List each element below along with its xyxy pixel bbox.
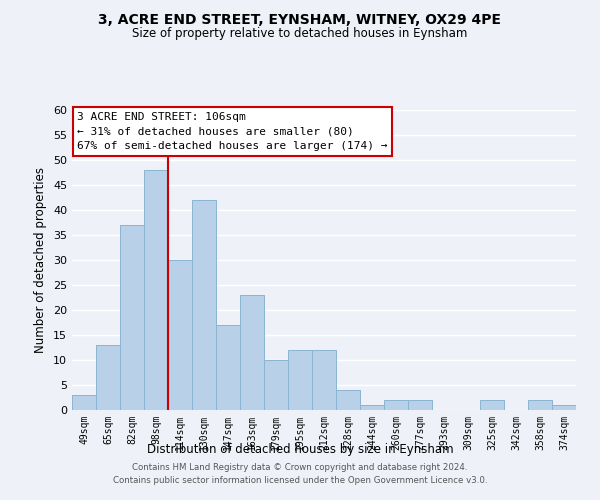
Bar [96,345,120,410]
Y-axis label: Number of detached properties: Number of detached properties [34,167,47,353]
Bar [240,295,264,410]
Bar [408,400,432,410]
Text: Size of property relative to detached houses in Eynsham: Size of property relative to detached ho… [133,28,467,40]
Text: 3, ACRE END STREET, EYNSHAM, WITNEY, OX29 4PE: 3, ACRE END STREET, EYNSHAM, WITNEY, OX2… [98,12,502,26]
Bar [336,390,360,410]
Bar [552,405,576,410]
Bar [216,325,240,410]
Bar [528,400,552,410]
Text: Distribution of detached houses by size in Eynsham: Distribution of detached houses by size … [146,442,454,456]
Bar [480,400,504,410]
Bar [360,405,384,410]
Bar [312,350,336,410]
Bar [288,350,312,410]
Bar [264,360,288,410]
Bar [384,400,408,410]
Text: Contains HM Land Registry data © Crown copyright and database right 2024.
Contai: Contains HM Land Registry data © Crown c… [113,464,487,485]
Bar [168,260,192,410]
Bar [120,225,144,410]
Bar [72,395,96,410]
Text: 3 ACRE END STREET: 106sqm
← 31% of detached houses are smaller (80)
67% of semi-: 3 ACRE END STREET: 106sqm ← 31% of detac… [77,112,388,151]
Bar [144,170,168,410]
Bar [192,200,216,410]
